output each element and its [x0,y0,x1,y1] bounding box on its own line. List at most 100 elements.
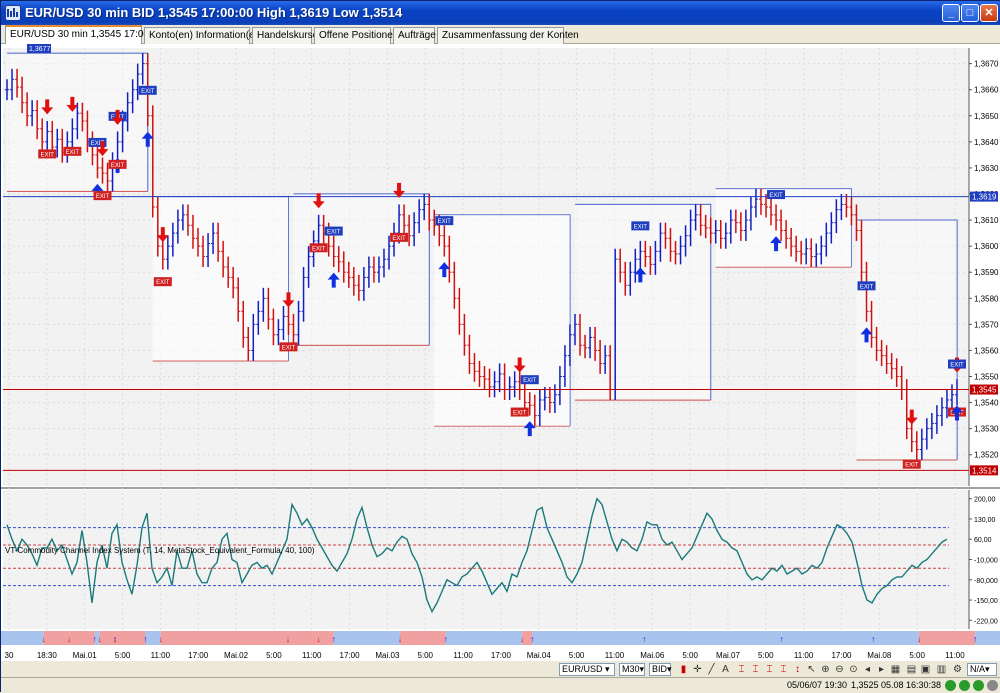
time-axis-label: Mai.06 [640,651,665,660]
signal-strip-arrow-icon: ↑ [92,634,97,644]
tab-label: Offene Positionen [319,30,399,41]
indicator-axis-label: -10,000 [974,558,998,565]
exit-box [279,342,298,352]
side-select[interactable]: BID▾ [649,663,672,676]
tab-rates[interactable]: Handelskurse [252,27,318,44]
fib-tool-icon[interactable]: ⌶ [738,664,745,675]
tab-label: Konto(en) Information(en) [149,30,264,41]
time-axis-label: Mai.07 [716,651,741,660]
sell-arrow-icon [513,357,526,373]
symbol-value: EUR/USD [562,664,603,674]
exit-box [520,375,539,385]
signal-strip-segment [160,631,289,645]
tab-open-positions[interactable]: Offene Positionen [314,27,398,44]
signal-strip-segment [873,631,920,645]
indicator-plot-background [3,490,969,629]
zoom-fit-icon[interactable]: ⊙ [849,664,858,675]
price-axis-label: 1,3650 [974,112,999,121]
price-axis-label: 1,3540 [974,399,999,408]
gann-tool-icon[interactable]: ⌶ [766,664,773,675]
price-axis-label: 1,3520 [974,451,999,460]
top-price-marker-box [27,44,51,53]
tab-label: Zusammenfassung der Konten [442,30,579,41]
channel-box [434,214,570,427]
price-axis-label: 1,3570 [974,320,999,329]
exit-label: EXIT [282,345,296,351]
price-marker-box [970,384,998,395]
signal-strip-arrow-icon: ↑ [973,634,978,644]
tab-label: Aufträge [398,30,436,41]
signal-strip-arrow-icon: ↓ [316,634,321,644]
timeframe-select[interactable]: M30▾ [619,663,645,676]
close-button[interactable]: ✕ [980,4,998,22]
tab-label: Handelskurse [257,30,319,41]
time-axis-label: 11:00 [453,651,473,660]
maximize-button[interactable]: □ [961,4,979,22]
print-icon[interactable]: ▥ [936,664,947,675]
tab-chart[interactable]: EUR/USD 30 min 1,3545 17:00:00 [5,25,163,44]
exit-box [631,221,650,231]
settings-icon[interactable]: ⚙ [953,664,962,675]
price-axis-label: 1,3530 [974,425,999,434]
signal-strip-segment [94,631,100,645]
signal-strip-arrow-icon: ↓ [286,634,291,644]
exit-label: EXIT [312,246,326,252]
tab-account-summary[interactable]: Zusammenfassung der Konten [437,27,579,44]
save-icon[interactable]: ▣ [920,664,931,675]
indicator-axis-label: 130,00 [974,517,996,524]
scroll-left-icon[interactable]: ◂ [864,664,871,675]
symbol-select[interactable]: EUR/USD ▾ [559,663,615,676]
time-axis-label: 5:00 [569,651,585,660]
exit-label: EXIT [141,89,155,95]
exit-label: EXIT [438,219,452,225]
indicator-label: VT-Commodity Channel Index System (T, 14… [5,546,315,555]
line-tool-icon[interactable]: ╱ [708,664,715,675]
signal-strip-arrow-icon: ↑ [530,634,535,644]
pointer-icon[interactable]: ↖ [807,664,816,675]
price-marker-label: 1,3545 [972,386,997,395]
grid-toggle-icon[interactable]: ▦ [890,664,901,675]
time-axis-label: Mai.01 [73,651,98,660]
candle-icon[interactable]: ▮ [680,664,687,675]
price-axis-label: 1,3560 [974,346,999,355]
channel-box [574,204,711,400]
arrow-tool-icon[interactable]: ↕ [795,664,800,675]
text-tool-icon[interactable]: A [722,664,729,675]
time-axis-label: 17:00 [491,651,512,660]
crosshair-icon[interactable]: ✛ [693,664,702,675]
exit-box [108,159,127,169]
time-axis-label: 5:00 [115,651,131,660]
price-axis-label: 1,3630 [974,164,999,173]
signal-strip-arrow-icon: ↑ [444,634,449,644]
chart-area[interactable]: 1,36701,36601,36501,36401,36301,36201,36… [1,44,1000,661]
tab-orders[interactable]: Aufträge [393,27,436,44]
exit-label: EXIT [523,378,537,384]
exit-box [902,459,921,469]
channel-tool-icon[interactable]: ⌶ [752,664,759,675]
chart-toolbar: EUR/USD ▾ M30▾ BID▾ ▮ ✛ ╱ A ⌶ ⌶ ⌶ ⌶ ↕ ↖ … [1,661,1000,677]
zoom-in-icon[interactable]: ⊕ [821,664,830,675]
price-chart[interactable]: 1,36701,36601,36501,36401,36301,36201,36… [1,44,1000,661]
exit-box [857,281,876,291]
cycle-tool-icon[interactable]: ⌶ [780,664,787,675]
time-axis-label: 18:30 [37,651,58,660]
title-bar[interactable]: EUR/USD 30 min BID 1,3545 17:00:00 High … [1,1,1000,25]
tab-account-info[interactable]: Konto(en) Information(en) [144,27,264,44]
minimize-button[interactable]: _ [942,4,960,22]
zoom-out-icon[interactable]: ⊖ [835,664,844,675]
exit-label: EXIT [392,236,406,242]
scroll-right-icon[interactable]: ▸ [878,664,885,675]
signal-strip-arrow-icon: ↓ [159,634,164,644]
sell-arrow-icon [111,109,124,125]
properties-icon[interactable]: ▤ [906,664,917,675]
price-marker-box [970,465,998,476]
exit-label: EXIT [860,284,874,290]
zoom-select[interactable]: N/A▾ [967,663,997,676]
signal-strip-arrow-icon: ↓ [917,634,922,644]
time-axis-label: 30 [5,651,14,660]
signal-strip-arrow-icon: ↑ [332,634,337,644]
buy-arrow-icon [770,236,783,252]
exit-box [153,277,172,287]
time-axis-label: 17:00 [188,651,209,660]
